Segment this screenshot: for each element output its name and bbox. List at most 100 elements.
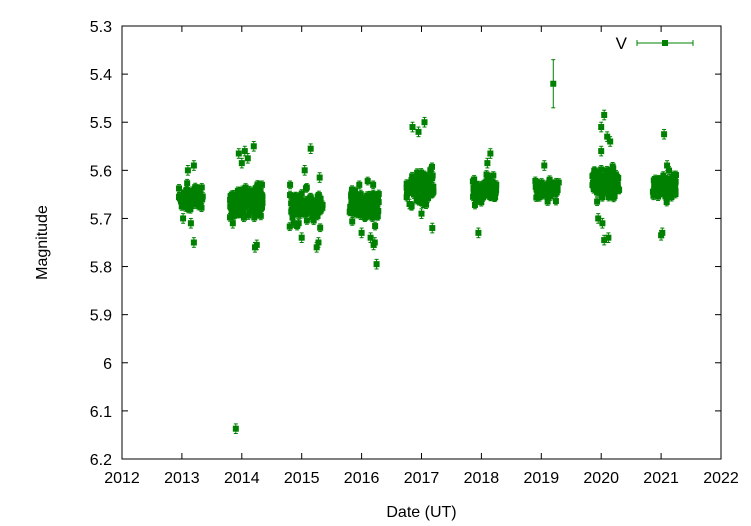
data-point — [288, 207, 295, 217]
x-tick-label: 2019 — [524, 470, 560, 487]
data-point — [347, 206, 354, 216]
data-point — [598, 121, 605, 133]
data-point — [598, 145, 605, 157]
data-point — [247, 199, 254, 209]
data-point — [367, 198, 374, 207]
data-point — [356, 196, 363, 205]
x-tick-label: 2016 — [344, 470, 380, 487]
data-point — [190, 160, 197, 171]
data-point — [659, 227, 666, 239]
data-point — [257, 211, 264, 221]
data-point — [184, 178, 191, 188]
data-point — [232, 423, 239, 435]
data-point — [356, 180, 363, 190]
data-point — [604, 131, 611, 142]
data-point — [532, 176, 539, 186]
data-point — [550, 59, 557, 109]
data-point — [601, 109, 608, 121]
data-point — [301, 165, 308, 176]
data-point — [301, 199, 308, 209]
data-point — [598, 165, 605, 174]
data-point — [594, 197, 601, 206]
data-point — [295, 218, 302, 228]
data-point — [662, 180, 669, 190]
data-point — [364, 176, 371, 186]
data-point — [309, 213, 316, 222]
data-point — [184, 165, 191, 176]
data-point — [358, 227, 365, 239]
x-tick-label: 2015 — [284, 470, 320, 487]
data-point — [421, 188, 428, 198]
data-point — [552, 196, 559, 206]
data-point — [350, 191, 357, 201]
data-point — [406, 198, 413, 210]
data-point — [538, 178, 545, 187]
data-point — [375, 193, 382, 203]
data-point — [317, 206, 324, 216]
x-tick-label: 2014 — [224, 470, 260, 487]
x-tick-label: 2020 — [583, 470, 619, 487]
legend-marker — [662, 40, 668, 46]
y-tick-label: 5.5 — [90, 115, 112, 132]
data-point — [298, 232, 305, 243]
y-tick-label: 6.2 — [90, 452, 112, 469]
data-points-layer — [176, 59, 679, 435]
data-point — [185, 204, 192, 214]
data-point — [371, 237, 378, 248]
data-point — [373, 258, 380, 270]
y-tick-label: 5.9 — [90, 308, 112, 325]
x-tick-label: 2012 — [104, 470, 140, 487]
y-axis-title: Magnitude — [34, 205, 51, 280]
data-point — [372, 221, 379, 231]
x-tick-label: 2021 — [643, 470, 679, 487]
data-point — [429, 162, 436, 172]
data-point — [471, 191, 478, 201]
data-point — [287, 180, 294, 190]
y-tick-label: 6.1 — [90, 404, 112, 421]
data-point — [484, 157, 491, 169]
data-point — [421, 170, 428, 180]
data-point — [550, 185, 557, 195]
data-point — [430, 182, 437, 192]
y-tick-label: 5.3 — [90, 19, 112, 36]
data-point — [655, 180, 662, 189]
data-point — [469, 177, 476, 186]
data-point — [541, 160, 548, 171]
data-point — [605, 232, 612, 243]
data-point — [667, 186, 674, 196]
data-point — [490, 191, 497, 201]
data-point — [409, 121, 416, 133]
data-point — [408, 181, 415, 191]
data-point — [353, 209, 360, 219]
data-point — [307, 195, 314, 204]
data-point — [471, 200, 478, 210]
data-point — [195, 184, 202, 194]
data-point — [595, 173, 602, 183]
data-point — [192, 198, 199, 208]
data-point — [293, 196, 300, 206]
data-point — [190, 237, 197, 248]
axes-layer: 2012 2013 2014 2015 2016 2017 2018 2019 2020 2021… — [90, 19, 739, 487]
data-point — [421, 116, 428, 128]
data-point — [418, 208, 425, 219]
data-point — [595, 213, 602, 224]
x-tick-label: 2013 — [164, 470, 200, 487]
data-point — [476, 193, 483, 203]
data-point — [303, 183, 310, 192]
data-point — [429, 173, 436, 183]
data-point — [605, 192, 612, 202]
y-tick-label: 5.8 — [90, 260, 112, 277]
data-point — [615, 185, 622, 194]
data-point — [317, 223, 324, 233]
data-point — [184, 189, 191, 199]
data-point — [415, 126, 422, 138]
data-point — [370, 207, 377, 217]
data-point — [187, 217, 194, 229]
data-point — [608, 178, 615, 187]
data-point — [349, 217, 356, 226]
data-point — [247, 188, 254, 198]
legend-label: V — [616, 34, 628, 53]
data-point — [240, 194, 247, 204]
data-point — [403, 179, 410, 188]
